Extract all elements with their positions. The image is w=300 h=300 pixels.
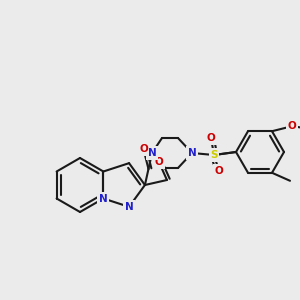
Text: O: O	[288, 121, 296, 131]
Text: N: N	[125, 202, 134, 212]
Text: O: O	[154, 157, 163, 167]
Text: O: O	[214, 166, 224, 176]
Text: N: N	[148, 148, 156, 158]
Text: O: O	[207, 133, 215, 143]
Text: N: N	[188, 148, 196, 158]
Text: O: O	[139, 144, 148, 154]
Text: N: N	[99, 194, 108, 203]
Text: S: S	[210, 150, 218, 160]
